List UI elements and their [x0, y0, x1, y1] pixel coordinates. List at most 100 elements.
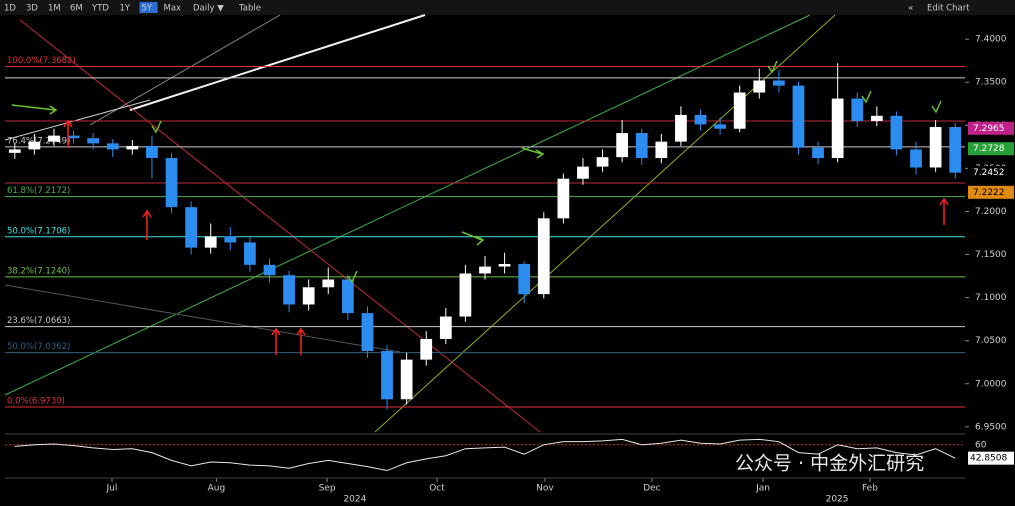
price-tag-label: 7.2452 [973, 168, 1005, 178]
price-tag [968, 142, 1014, 156]
fib-label: 50.0%(7.0362) [7, 342, 70, 352]
arrow [939, 197, 949, 225]
candle-body [498, 263, 511, 267]
candle-body [655, 141, 668, 159]
candle-body [831, 98, 844, 159]
x-tick-label: Jan [755, 484, 770, 494]
trend-line [129, 14, 426, 111]
candle-body [87, 138, 100, 144]
fib-label: 38.2%(7.1240) [7, 266, 70, 276]
candle-body [929, 127, 942, 168]
candle-body [537, 218, 550, 295]
year-label: 2024 [343, 495, 366, 505]
trend-line [19, 19, 541, 433]
candle-body [773, 80, 785, 86]
range-button[interactable]: YTD [91, 4, 109, 14]
arrow [271, 327, 281, 355]
arrows [11, 60, 949, 355]
price-tag-label: 7.2965 [973, 124, 1005, 134]
candle-body [48, 135, 60, 142]
candle-body [67, 135, 80, 139]
range-button[interactable]: Max [164, 4, 182, 14]
arrow [142, 209, 152, 240]
candle-body [518, 263, 531, 295]
x-tick-label: Feb [862, 484, 878, 494]
table-button[interactable]: Table [238, 4, 261, 14]
arrow [11, 104, 58, 115]
x-tick-label: Aug [208, 484, 226, 494]
range-selected [139, 2, 158, 13]
candle-body [439, 316, 452, 339]
plot: 7.40007.35007.30007.25007.20007.15007.10… [5, 35, 1014, 505]
range-button[interactable]: 5Y [142, 4, 153, 14]
candle-body [8, 149, 21, 153]
candle-body [381, 351, 393, 400]
candle-body [812, 147, 824, 159]
rsi-tick-label: 60 [975, 440, 987, 450]
x-tick-label: Oct [429, 484, 445, 494]
candle-body [322, 279, 335, 288]
candle-body [302, 287, 315, 305]
y-tick-label: 6.9500 [975, 422, 1007, 432]
candle-body [577, 166, 589, 179]
fib-label: 100.0%(7.3682) [7, 56, 76, 66]
arrow [861, 90, 872, 104]
candle-body [361, 313, 374, 352]
candle-body [733, 92, 746, 129]
toolbar [0, 0, 1015, 15]
range-button[interactable]: 1D [4, 4, 16, 14]
candle-body [146, 145, 158, 159]
edit-chart[interactable]: Edit Chart [927, 4, 970, 14]
price-tag [968, 121, 1014, 135]
y-tick-label: 7.0500 [975, 336, 1007, 346]
rsi-line [14, 438, 956, 472]
candle-body [694, 114, 707, 125]
collapse-icon[interactable]: « [908, 4, 913, 14]
candle-body [185, 207, 197, 248]
trend-line [4, 284, 401, 353]
candle-body [479, 266, 491, 274]
fib-label: 50.0%(7.1706) [7, 226, 70, 236]
trend-line [89, 14, 281, 126]
candle-body [675, 114, 687, 142]
candle-body [851, 98, 864, 121]
range-button[interactable]: 6M [70, 4, 83, 14]
arrow [931, 100, 942, 114]
y-tick-label: 7.4000 [975, 35, 1007, 45]
fib-label: 0.0%(6.9730) [7, 397, 65, 407]
fib-label: 76.4%(7.2749) [7, 136, 70, 146]
y-tick-label: 7.3500 [975, 78, 1007, 88]
range-button[interactable]: 1Y [120, 4, 131, 14]
year-label: 2025 [826, 495, 849, 505]
price-tag-label: 7.2222 [973, 188, 1005, 198]
y-tick-label: 7.0000 [975, 379, 1007, 389]
candle-body [635, 133, 648, 159]
candle-body [420, 338, 433, 360]
arrow [461, 231, 485, 246]
x-tick-label: Dec [643, 484, 660, 494]
arrow [296, 327, 306, 355]
candle-body [400, 359, 413, 400]
range-button[interactable]: 1M [48, 4, 61, 14]
price-tag [968, 165, 1014, 179]
candle-body [459, 273, 472, 317]
candle-body [949, 127, 962, 173]
price-tag-label: 7.2728 [973, 144, 1005, 154]
candle-body [596, 157, 609, 167]
arrow [347, 270, 358, 284]
candle-body [224, 236, 237, 243]
candle-body [753, 80, 766, 93]
arrow [151, 120, 162, 134]
x-tick-label: Nov [536, 484, 554, 494]
range-button[interactable]: 3D [26, 4, 38, 14]
candle-body [126, 145, 139, 150]
toolbar-buttons: 1D 3D 1M 6M YTD 1Y 5Y Max Daily ▼ Table [4, 2, 261, 14]
x-tick-label: Sep [319, 484, 336, 494]
candle-body [165, 158, 178, 208]
x-tick-label: Jul [106, 484, 118, 494]
arrow [521, 147, 545, 159]
frequency-dropdown[interactable]: Daily ▼ [193, 4, 224, 14]
y-tick-label: 7.1500 [975, 250, 1007, 260]
